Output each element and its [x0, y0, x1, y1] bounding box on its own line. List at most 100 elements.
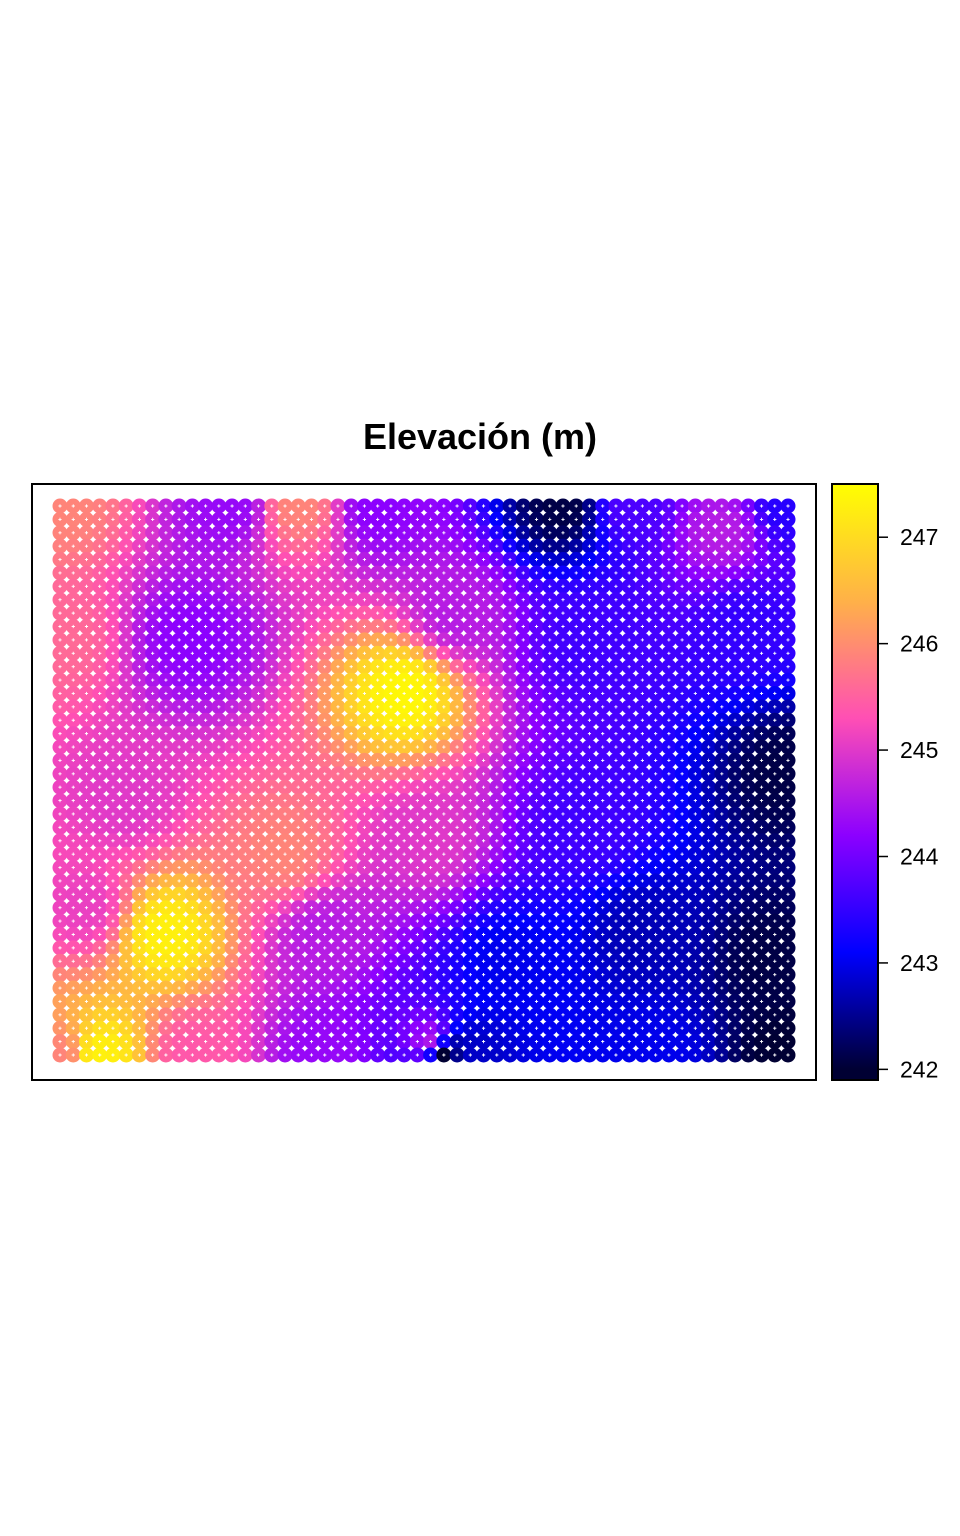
grid-point-marker	[561, 892, 565, 896]
grid-point-marker	[495, 571, 499, 575]
grid-point-marker	[521, 906, 525, 910]
grid-point-marker	[84, 705, 89, 709]
grid-point-marker	[481, 758, 486, 763]
grid-point-marker	[270, 946, 274, 950]
grid-point-marker	[256, 865, 261, 870]
grid-point-marker	[587, 1026, 592, 1030]
grid-point-marker	[204, 624, 208, 629]
grid-point-marker	[217, 531, 221, 535]
grid-point-marker	[137, 745, 142, 749]
grid-point-marker	[151, 584, 155, 588]
grid-point-marker	[296, 919, 300, 923]
grid-point-marker	[455, 544, 459, 548]
grid-point-marker	[270, 1013, 274, 1017]
grid-point-marker	[574, 678, 578, 682]
grid-point-marker	[111, 946, 115, 950]
grid-point-marker	[270, 557, 274, 562]
grid-point-marker	[230, 1013, 234, 1017]
grid-point-marker	[349, 598, 353, 602]
grid-point-marker	[654, 732, 658, 736]
grid-point-marker	[508, 718, 512, 722]
grid-point-marker	[243, 959, 247, 963]
grid-point-marker	[389, 906, 393, 910]
grid-point-marker	[111, 732, 115, 736]
grid-point-marker	[720, 611, 724, 615]
grid-point-marker	[415, 798, 419, 803]
grid-point-marker	[746, 758, 750, 763]
grid-point-marker	[601, 999, 605, 1004]
colorbar-tick-label: 245	[900, 737, 938, 763]
grid-point-marker	[243, 557, 247, 562]
grid-point-marker	[495, 906, 499, 910]
grid-point-marker	[720, 959, 724, 963]
grid-point-marker	[693, 798, 697, 803]
grid-point-marker	[654, 865, 658, 870]
grid-point-marker	[521, 665, 525, 669]
grid-point-marker	[204, 531, 208, 535]
grid-point-marker	[508, 758, 512, 763]
grid-point-marker	[614, 504, 618, 508]
grid-point-marker	[270, 745, 274, 749]
grid-point-marker	[323, 865, 327, 870]
grid-point-marker	[508, 544, 512, 548]
grid-point-marker	[323, 798, 327, 803]
grid-point-marker	[402, 651, 406, 655]
grid-point-marker	[349, 865, 353, 870]
grid-point-marker	[481, 865, 486, 870]
grid-point-marker	[256, 959, 261, 963]
grid-point-marker	[309, 691, 314, 696]
grid-point-marker	[693, 531, 697, 535]
grid-point-marker	[654, 892, 658, 896]
grid-point-marker	[720, 839, 724, 843]
grid-point-marker	[204, 598, 208, 602]
grid-point-marker	[243, 531, 247, 535]
grid-point-marker	[177, 946, 181, 950]
grid-point-marker	[706, 557, 711, 562]
grid-point-marker	[786, 865, 790, 870]
grid-point-marker	[270, 584, 274, 588]
grid-point-marker	[137, 772, 142, 776]
grid-point-marker	[680, 812, 684, 816]
grid-point-marker	[640, 504, 644, 508]
grid-point-marker	[720, 517, 724, 521]
grid-point-marker	[217, 986, 221, 990]
grid-point-marker	[706, 705, 711, 709]
grid-point-marker	[111, 812, 115, 816]
grid-point-marker	[773, 946, 777, 950]
grid-point-marker	[415, 504, 419, 508]
grid-point-marker	[177, 517, 181, 521]
grid-point-marker	[111, 879, 115, 883]
grid-point-marker	[759, 879, 764, 883]
grid-point-marker	[217, 571, 221, 575]
grid-point-marker	[627, 879, 631, 883]
grid-point-marker	[654, 758, 658, 763]
grid-point-marker	[296, 531, 300, 535]
grid-point-marker	[773, 999, 777, 1004]
grid-point-marker	[415, 812, 419, 816]
grid-point-marker	[561, 1040, 565, 1044]
grid-point-marker	[429, 624, 433, 629]
grid-point-marker	[402, 919, 406, 923]
grid-point-marker	[746, 651, 750, 655]
grid-point-marker	[58, 732, 62, 736]
grid-point-marker	[164, 906, 168, 910]
grid-point-marker	[58, 598, 62, 602]
grid-point-marker	[217, 665, 221, 669]
grid-point-marker	[402, 557, 406, 562]
grid-point-marker	[455, 517, 459, 521]
grid-point-marker	[84, 1013, 89, 1017]
grid-point-marker	[58, 825, 62, 829]
grid-point-marker	[164, 745, 168, 749]
grid-point-marker	[402, 705, 406, 709]
grid-point-marker	[693, 557, 697, 562]
grid-point-marker	[521, 678, 525, 682]
grid-point-marker	[455, 638, 459, 642]
grid-point-marker	[508, 919, 512, 923]
grid-point-marker	[759, 758, 764, 763]
grid-point-marker	[389, 973, 393, 977]
grid-point-marker	[786, 544, 790, 548]
grid-point-marker	[548, 665, 552, 669]
grid-point-marker	[534, 906, 539, 910]
grid-point-marker	[442, 892, 446, 896]
grid-point-marker	[468, 638, 472, 642]
